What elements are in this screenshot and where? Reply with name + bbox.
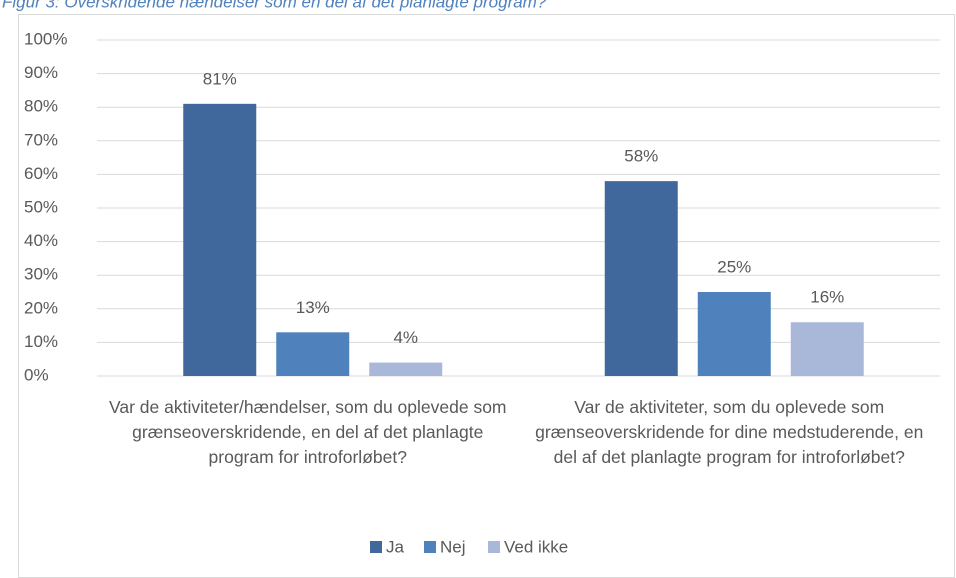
data-label: 58% bbox=[624, 147, 658, 166]
legend-swatch bbox=[488, 541, 500, 553]
x-tick-label: Var de aktiviteter, som du oplevede som … bbox=[535, 397, 924, 467]
data-label: 16% bbox=[810, 288, 844, 307]
y-tick-label: 100% bbox=[24, 29, 67, 48]
y-tick-label: 90% bbox=[24, 63, 58, 82]
chart-border bbox=[18, 14, 955, 578]
y-tick-label: 40% bbox=[24, 231, 58, 250]
legend-label: Ved ikke bbox=[504, 537, 568, 556]
bar bbox=[183, 103, 257, 376]
y-tick-label: 70% bbox=[24, 130, 58, 149]
bar bbox=[697, 292, 771, 376]
y-tick-label: 80% bbox=[24, 97, 58, 116]
chart-title: Figur 3: Overskridende hændelser som en … bbox=[2, 0, 547, 11]
bar bbox=[276, 332, 350, 376]
x-tick-label: Var de aktiviteter/hændelser, som du opl… bbox=[108, 397, 507, 467]
legend-label: Nej bbox=[440, 537, 466, 556]
data-label: 81% bbox=[203, 69, 237, 88]
y-tick-label: 10% bbox=[24, 332, 58, 351]
bar bbox=[604, 181, 678, 376]
data-label: 4% bbox=[393, 328, 418, 347]
legend-label: Ja bbox=[386, 537, 405, 556]
y-tick-label: 60% bbox=[24, 164, 58, 183]
y-tick-label: 20% bbox=[24, 298, 58, 317]
bar bbox=[369, 362, 443, 376]
y-tick-label: 50% bbox=[24, 197, 58, 216]
data-label: 13% bbox=[296, 298, 330, 317]
legend-swatch bbox=[370, 541, 382, 553]
bar bbox=[790, 322, 864, 376]
legend-swatch bbox=[424, 541, 436, 553]
y-tick-label: 0% bbox=[24, 365, 49, 384]
y-tick-label: 30% bbox=[24, 265, 58, 284]
data-label: 25% bbox=[717, 257, 751, 276]
